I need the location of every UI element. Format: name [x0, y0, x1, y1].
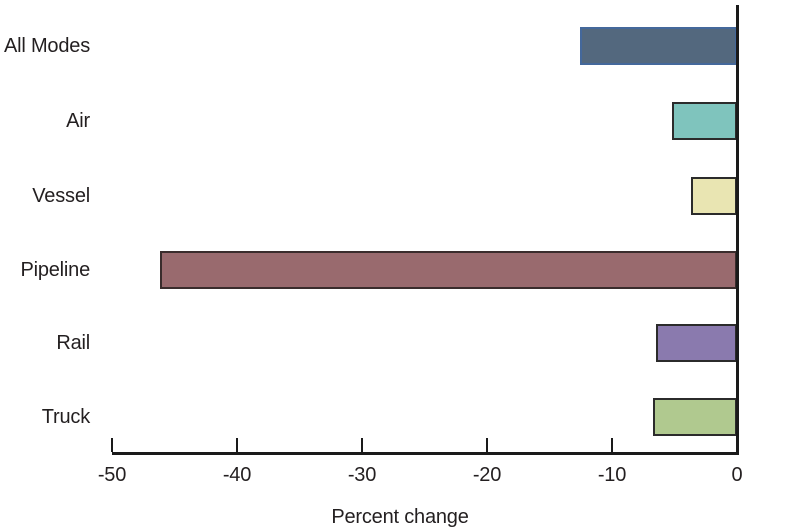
- category-label-vessel: Vessel: [32, 185, 90, 207]
- bar-rail: [655, 324, 737, 362]
- bar-pipeline: [159, 251, 737, 289]
- x-tick-label--40: -40: [222, 464, 252, 486]
- x-axis-title: Percent change: [331, 506, 469, 528]
- x-tick-label--50: -50: [97, 464, 127, 486]
- x-tick-label-0: 0: [731, 464, 743, 486]
- x-tick-label--20: -20: [472, 464, 502, 486]
- category-label-all-modes: All Modes: [3, 35, 90, 57]
- bar-truck: [653, 398, 737, 436]
- bar-air: [672, 102, 737, 140]
- x-tick--50: [111, 438, 113, 452]
- x-tick--30: [361, 438, 363, 452]
- x-tick--10: [611, 438, 613, 452]
- category-label-pipeline: Pipeline: [20, 259, 90, 281]
- x-axis-line: [112, 452, 739, 455]
- x-tick--20: [486, 438, 488, 452]
- x-tick-label--10: -10: [597, 464, 627, 486]
- x-tick-label--30: -30: [347, 464, 377, 486]
- y-axis-line: [736, 5, 739, 455]
- category-label-truck: Truck: [41, 406, 90, 428]
- category-label-rail: Rail: [56, 332, 90, 354]
- bar-vessel: [690, 177, 737, 215]
- category-label-air: Air: [66, 110, 90, 132]
- x-tick--40: [236, 438, 238, 452]
- bar-all-modes: [579, 27, 737, 65]
